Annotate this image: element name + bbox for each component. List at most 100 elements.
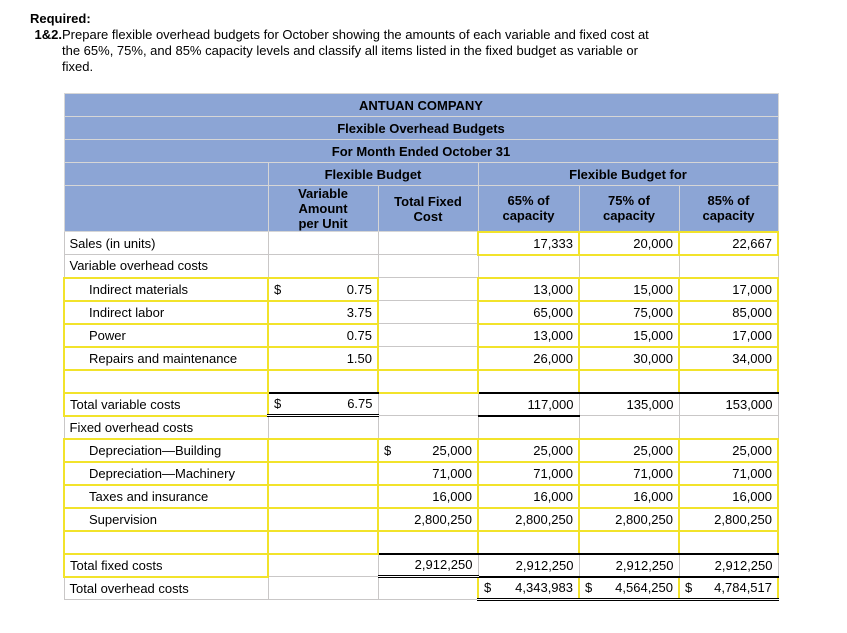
row-label-power[interactable]: Power — [63, 322, 269, 348]
row-label-total-variable[interactable]: Total variable costs — [63, 391, 269, 417]
cell-dep-machinery-75[interactable]: 71,000 — [578, 460, 680, 486]
cell-power-85[interactable]: 17,000 — [678, 322, 779, 348]
empty-input-cell[interactable] — [267, 483, 379, 509]
cell-supervision-75[interactable]: 2,800,250 — [578, 506, 680, 532]
cell-total-fixed-65: 2,912,250 — [477, 552, 580, 578]
group-header-flexible-budget: Flexible Budget — [267, 162, 479, 186]
cell-total-variable-75: 135,000 — [578, 391, 680, 416]
row-label-indirect-materials[interactable]: Indirect materials — [63, 276, 269, 302]
column-header-total-fixed: Total Fixed Cost — [377, 185, 479, 232]
requirement-text: Prepare flexible overhead budgets for Oc… — [62, 27, 649, 74]
empty-input-cell[interactable] — [267, 368, 379, 394]
empty-cell — [267, 254, 379, 278]
cell-taxes-insurance-85[interactable]: 16,000 — [678, 483, 779, 509]
cell-total-fixed-amount: 2,912,250 — [377, 552, 479, 578]
empty-cell — [477, 415, 580, 439]
empty-cell — [267, 415, 379, 439]
cell-dep-machinery-fixed[interactable]: 71,000 — [377, 460, 479, 486]
empty-input-cell[interactable] — [477, 368, 580, 394]
cell-indirect-materials-65[interactable]: 13,000 — [477, 276, 580, 302]
empty-cell — [678, 415, 779, 439]
empty-input-cell[interactable] — [63, 529, 269, 555]
row-label-depreciation-building[interactable]: Depreciation—Building — [63, 437, 269, 463]
cell-indirect-materials-75[interactable]: 15,000 — [578, 276, 680, 302]
row-label-depreciation-machinery[interactable]: Depreciation—Machinery — [63, 460, 269, 486]
section-label-fixed-overhead: Fixed overhead costs — [63, 415, 269, 439]
empty-cell — [377, 300, 479, 324]
empty-input-cell[interactable] — [678, 368, 779, 394]
section-label-variable-overhead: Variable overhead costs — [63, 254, 269, 278]
cell-taxes-insurance-65[interactable]: 16,000 — [477, 483, 580, 509]
problem-instructions: Required: 1&2. Prepare flexible overhead… — [30, 11, 649, 75]
empty-cell — [377, 254, 479, 278]
column-header-85-capacity: 85% of capacity — [678, 185, 779, 232]
requirement-item: 1&2. Prepare flexible overhead budgets f… — [30, 27, 649, 75]
cell-dep-building-85[interactable]: 25,000 — [678, 437, 779, 463]
row-label-total-overhead: Total overhead costs — [63, 576, 269, 600]
cell-indirect-materials-per-unit[interactable]: $0.75 — [267, 276, 379, 302]
cell-dep-machinery-85[interactable]: 71,000 — [678, 460, 779, 486]
row-label-total-fixed[interactable]: Total fixed costs — [63, 552, 269, 578]
row-label-repairs[interactable]: Repairs and maintenance — [63, 345, 269, 371]
empty-input-cell[interactable] — [377, 529, 479, 555]
currency-symbol: $ — [274, 396, 282, 412]
cell-dep-building-65[interactable]: 25,000 — [477, 437, 580, 463]
empty-input-cell[interactable] — [678, 529, 779, 555]
cell-sales-75[interactable]: 20,000 — [578, 230, 680, 256]
empty-input-cell[interactable] — [377, 368, 479, 394]
cell-repairs-per-unit[interactable]: 1.50 — [267, 345, 379, 371]
cell-repairs-75[interactable]: 30,000 — [578, 345, 680, 371]
empty-input-cell[interactable] — [63, 368, 269, 394]
row-label-supervision[interactable]: Supervision — [63, 506, 269, 532]
empty-input-cell[interactable] — [578, 368, 680, 394]
empty-cell — [377, 277, 479, 301]
requirement-number: 1&2. — [34, 27, 62, 42]
cell-indirect-labor-85[interactable]: 85,000 — [678, 299, 779, 325]
empty-cell — [377, 392, 479, 416]
cell-total-overhead-65[interactable]: $4,343,983 — [477, 575, 580, 601]
cell-power-per-unit[interactable]: 0.75 — [267, 322, 379, 348]
cell-indirect-labor-75[interactable]: 75,000 — [578, 299, 680, 325]
column-header-variable-amount: Variable Amount per Unit — [267, 185, 379, 232]
cell-power-75[interactable]: 15,000 — [578, 322, 680, 348]
row-label-taxes-insurance[interactable]: Taxes and insurance — [63, 483, 269, 509]
cell-dep-building-75[interactable]: 25,000 — [578, 437, 680, 463]
empty-input-cell[interactable] — [267, 506, 379, 532]
required-heading: Required: — [30, 11, 91, 26]
cell-supervision-fixed[interactable]: 2,800,250 — [377, 506, 479, 532]
cell-sales-85[interactable]: 22,667 — [678, 230, 779, 256]
empty-cell — [267, 553, 379, 577]
empty-cell — [377, 323, 479, 347]
cell-supervision-85[interactable]: 2,800,250 — [678, 506, 779, 532]
cell-sales-65[interactable]: 17,333 — [477, 230, 580, 256]
empty-cell — [678, 254, 779, 278]
cell-total-fixed-85: 2,912,250 — [678, 552, 779, 578]
cell-dep-machinery-65[interactable]: 71,000 — [477, 460, 580, 486]
empty-cell — [377, 231, 479, 255]
cell-total-variable-85: 153,000 — [678, 391, 779, 416]
cell-supervision-65[interactable]: 2,800,250 — [477, 506, 580, 532]
cell-repairs-65[interactable]: 26,000 — [477, 345, 580, 371]
cell-total-overhead-75[interactable]: $4,564,250 — [578, 575, 680, 601]
row-label-indirect-labor[interactable]: Indirect labor — [63, 299, 269, 325]
empty-input-cell[interactable] — [578, 529, 680, 555]
column-header-spacer — [63, 185, 269, 232]
empty-input-cell[interactable] — [267, 460, 379, 486]
empty-cell — [267, 576, 379, 600]
cell-taxes-insurance-75[interactable]: 16,000 — [578, 483, 680, 509]
empty-input-cell[interactable] — [267, 437, 379, 463]
empty-input-cell[interactable] — [477, 529, 580, 555]
cell-indirect-labor-per-unit[interactable]: 3.75 — [267, 299, 379, 325]
cell-dep-building-fixed[interactable]: $25,000 — [377, 437, 479, 463]
cell-indirect-materials-85[interactable]: 17,000 — [678, 276, 779, 302]
currency-symbol: $ — [585, 580, 593, 596]
empty-input-cell[interactable] — [267, 529, 379, 555]
cell-taxes-insurance-fixed[interactable]: 16,000 — [377, 483, 479, 509]
currency-symbol: $ — [384, 442, 392, 458]
title-period: For Month Ended October 31 — [63, 139, 779, 163]
cell-indirect-labor-65[interactable]: 65,000 — [477, 299, 580, 325]
cell-power-65[interactable]: 13,000 — [477, 322, 580, 348]
cell-total-overhead-85[interactable]: $4,784,517 — [678, 575, 779, 601]
group-header-flexible-budget-for: Flexible Budget for — [477, 162, 779, 186]
cell-repairs-85[interactable]: 34,000 — [678, 345, 779, 371]
